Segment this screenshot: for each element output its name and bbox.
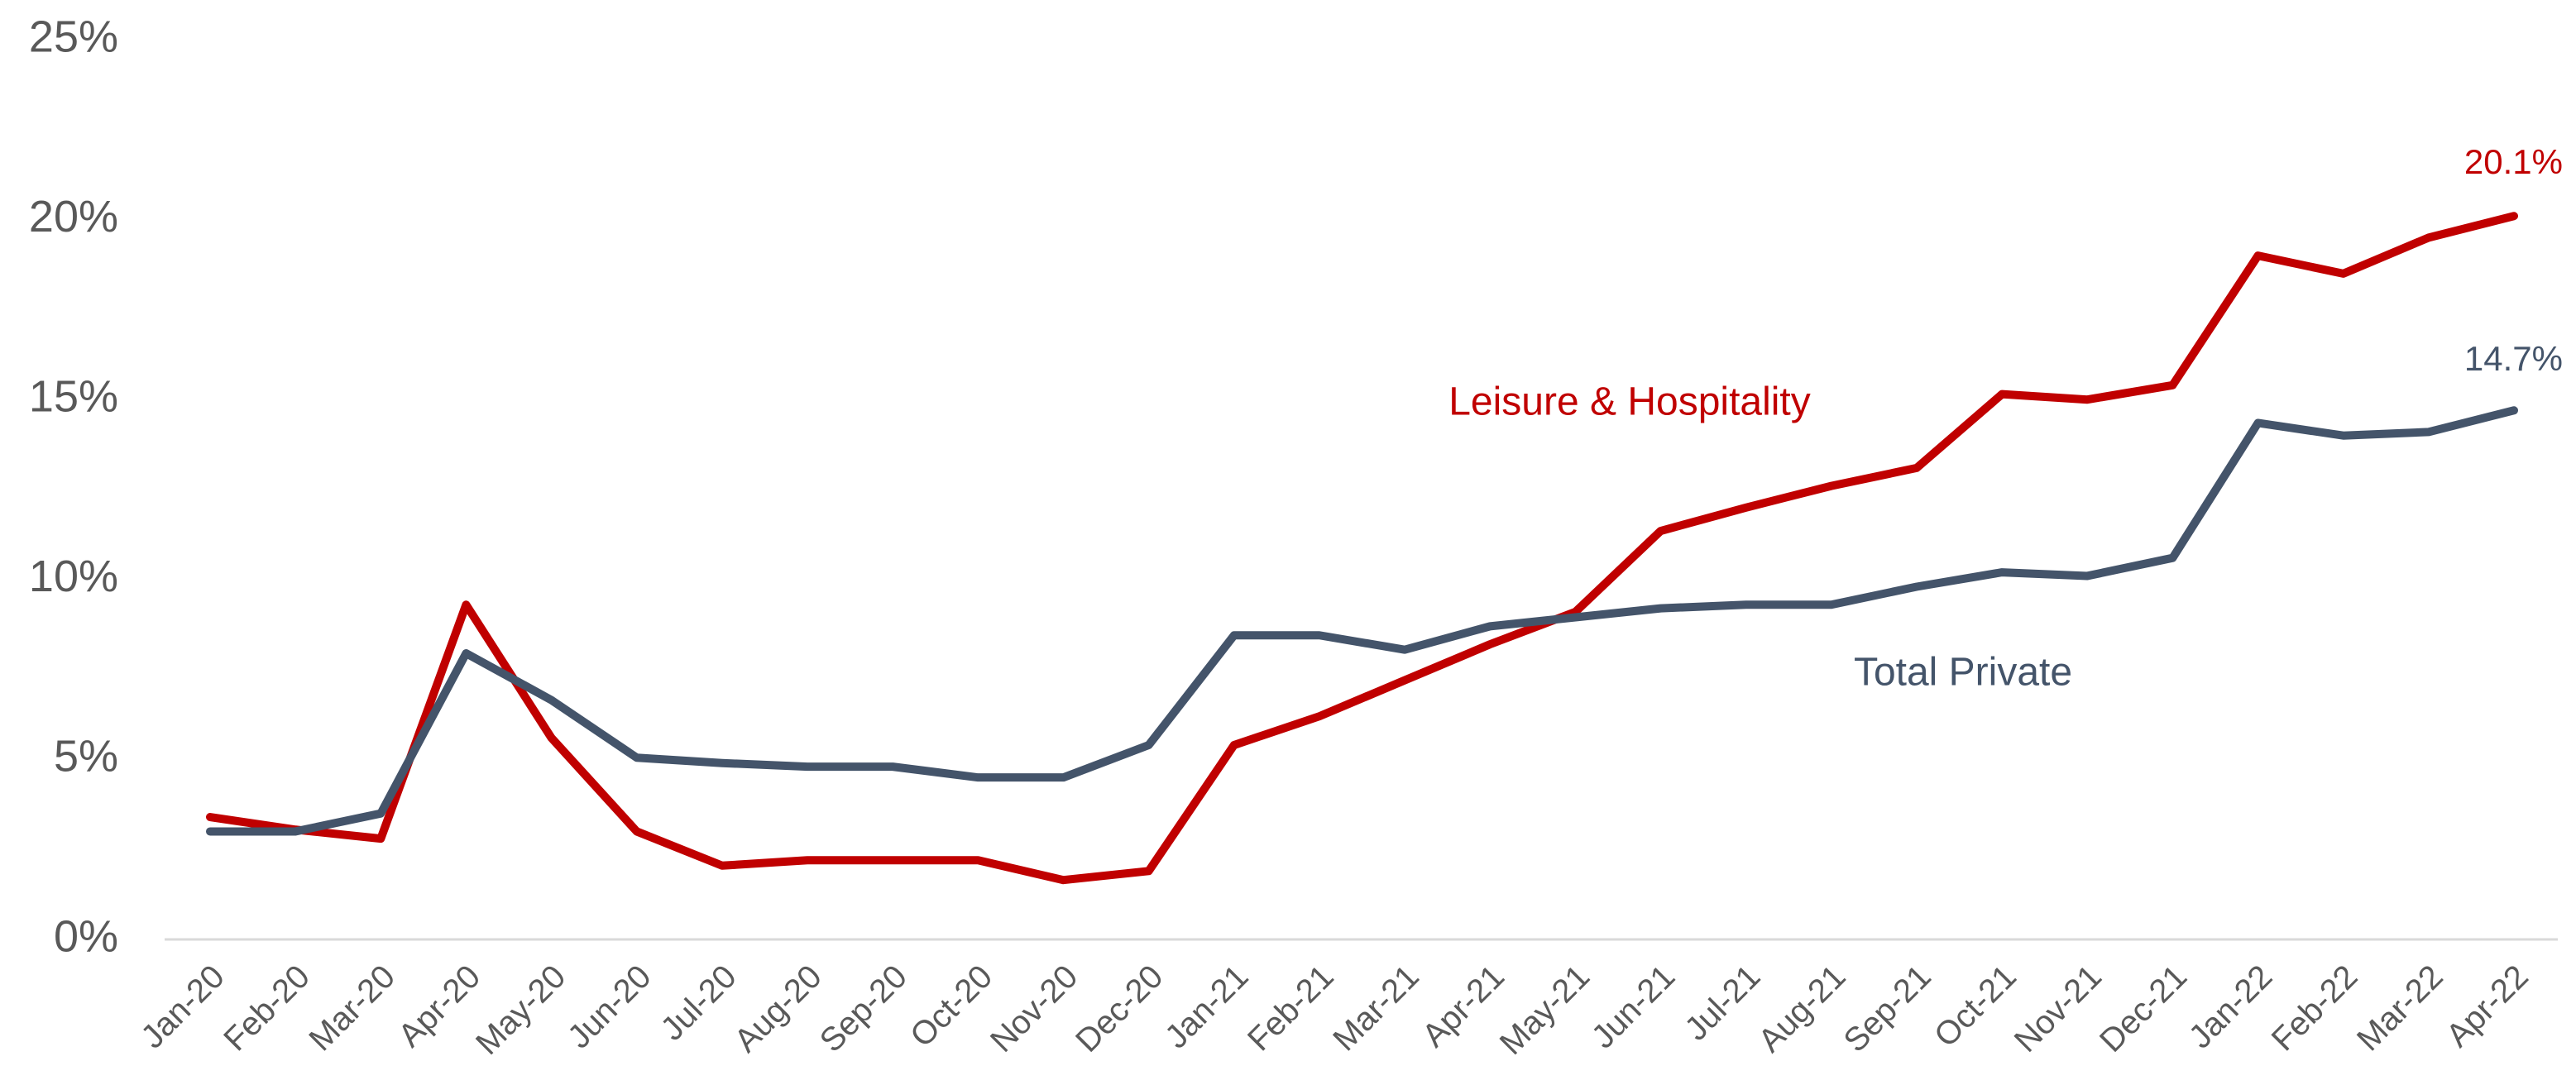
x-tick-label: Mar-21: [1326, 958, 1426, 1058]
x-tick-label: Jan-20: [134, 958, 232, 1056]
x-tick-label: Apr-22: [2440, 958, 2535, 1054]
series-line: [206, 212, 2518, 885]
data-label: 14.7%: [2464, 339, 2563, 378]
x-tick-label: Jun-20: [561, 958, 658, 1056]
x-tick-label: Aug-20: [728, 958, 829, 1059]
data-label: 20.1%: [2464, 142, 2563, 181]
series-label: Leisure & Hospitality: [1448, 380, 1811, 424]
x-tick-label: Oct-20: [903, 958, 999, 1054]
x-tick-label: Nov-20: [984, 958, 1085, 1059]
x-tick-label: May-21: [1493, 958, 1597, 1062]
x-tick-label: Jan-22: [2182, 958, 2280, 1056]
series-line: [206, 406, 2518, 836]
x-tick-label: May-20: [469, 958, 572, 1062]
x-tick-label: Sep-20: [813, 958, 914, 1059]
x-tick-label: Dec-20: [1069, 958, 1170, 1059]
y-tick-label: 15%: [29, 371, 118, 421]
x-tick-label: Mar-20: [302, 958, 402, 1058]
x-tick-label: Feb-21: [1241, 958, 1341, 1058]
x-tick-label: Feb-20: [217, 958, 317, 1058]
y-tick-label: 0%: [54, 911, 118, 961]
series-label: Total Private: [1854, 651, 2072, 695]
x-tick-label: Aug-21: [1751, 958, 1852, 1059]
y-tick-label: 5%: [54, 732, 118, 781]
x-tick-label: Sep-21: [1836, 958, 1937, 1059]
x-tick-label: Feb-22: [2265, 958, 2365, 1058]
x-tick-label: Jan-21: [1158, 958, 1256, 1056]
x-tick-label: Jun-21: [1585, 958, 1683, 1056]
y-tick-label: 25%: [29, 12, 118, 61]
x-tick-label: Mar-22: [2350, 958, 2450, 1058]
y-tick-label: 20%: [29, 192, 118, 241]
x-tick-label: Oct-21: [1927, 958, 2023, 1054]
x-tick-label: Dec-21: [2093, 958, 2194, 1059]
y-tick-label: 10%: [29, 552, 118, 601]
x-tick-label: Nov-21: [2008, 958, 2109, 1059]
